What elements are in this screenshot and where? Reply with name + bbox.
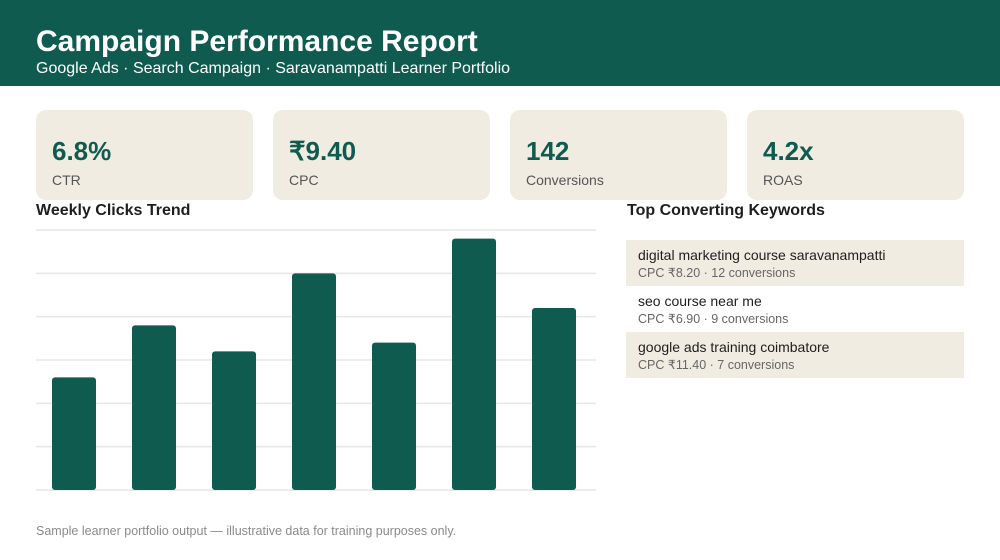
- kpi-card-roas: 4.2x ROAS: [747, 110, 964, 200]
- keyword-row: seo course near me CPC ₹6.90 · 9 conversi…: [626, 286, 964, 332]
- kpi-value: 6.8%: [52, 136, 112, 166]
- report-subtitle: Google Ads · Search Campaign · Saravanam…: [36, 60, 511, 77]
- chart-bar: [292, 273, 336, 490]
- kpi-label: CPC: [289, 172, 319, 188]
- keyword-name: digital marketing course saravanampatti: [638, 247, 886, 263]
- chart-bar: [52, 377, 96, 490]
- keywords-section-title: Top Converting Keywords: [627, 202, 825, 219]
- kpi-label: ROAS: [763, 172, 803, 188]
- chart-bar: [452, 238, 496, 490]
- keyword-name: google ads training coimbatore: [638, 339, 830, 355]
- keyword-name: seo course near me: [638, 293, 762, 309]
- keyword-meta: CPC ₹11.40 · 7 conversions: [638, 358, 795, 372]
- keyword-meta: CPC ₹6.90 · 9 conversions: [638, 312, 789, 326]
- kpi-value: 4.2x: [763, 136, 814, 166]
- keyword-meta: CPC ₹8.20 · 12 conversions: [638, 266, 796, 280]
- keyword-row: google ads training coimbatore CPC ₹11.40…: [626, 332, 964, 378]
- keyword-row: digital marketing course saravanampatti C…: [626, 240, 964, 286]
- report-header: Campaign Performance Report Google Ads ·…: [0, 0, 1000, 86]
- chart-section-title: Weekly Clicks Trend: [36, 202, 191, 219]
- kpi-value: 142: [526, 136, 570, 166]
- chart-bar: [132, 325, 176, 490]
- kpi-label: Conversions: [526, 172, 604, 188]
- kpi-card-cpc: ₹9.40 CPC: [273, 110, 490, 200]
- chart-bar: [212, 351, 256, 490]
- kpi-card-ctr: 6.8% CTR: [36, 110, 253, 200]
- kpi-value: ₹9.40: [289, 136, 357, 166]
- footer-note: Sample learner portfolio output — illust…: [36, 524, 457, 538]
- kpi-card-conversions: 142 Conversions: [510, 110, 727, 200]
- kpi-label: CTR: [52, 172, 81, 188]
- chart-bar: [372, 342, 416, 490]
- report-title: Campaign Performance Report: [36, 25, 478, 58]
- chart-bar: [532, 308, 576, 490]
- weekly-clicks-chart: [36, 229, 596, 491]
